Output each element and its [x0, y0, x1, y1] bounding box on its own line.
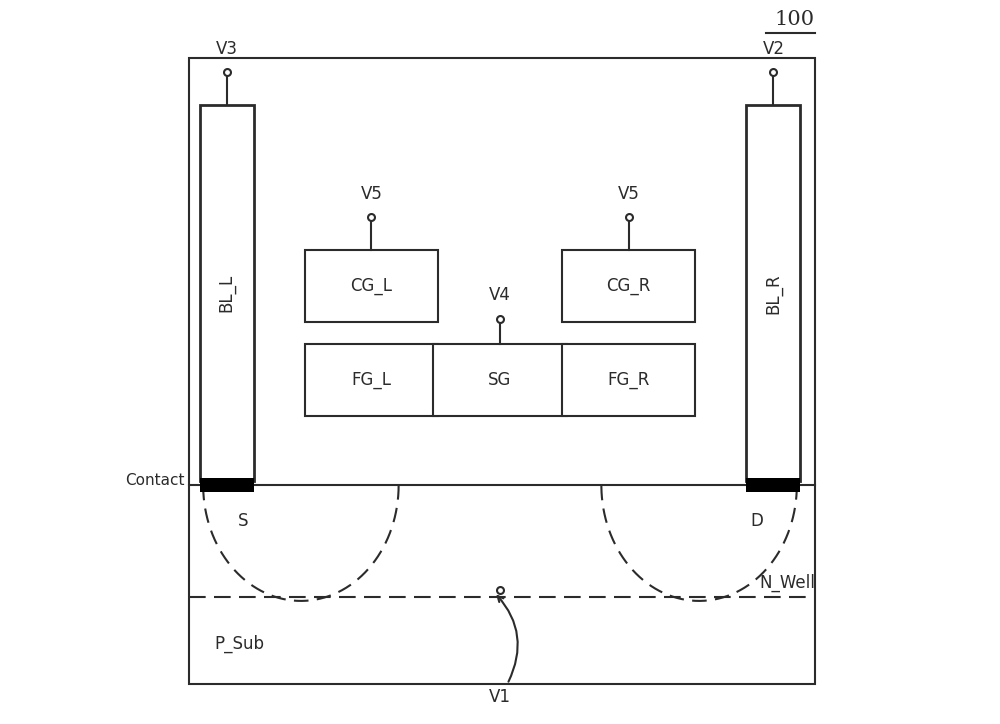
- Bar: [433, 344, 567, 416]
- Text: V2: V2: [762, 40, 784, 58]
- Text: V5: V5: [361, 185, 383, 203]
- Bar: [746, 478, 800, 492]
- Text: S: S: [238, 513, 248, 530]
- Text: BL_R: BL_R: [764, 273, 782, 313]
- Text: BL_L: BL_L: [218, 274, 236, 312]
- Bar: [189, 58, 815, 684]
- Text: FG_L: FG_L: [351, 371, 391, 389]
- Bar: [562, 344, 695, 416]
- Text: P_Sub: P_Sub: [214, 635, 264, 654]
- Text: 100: 100: [775, 10, 815, 29]
- Text: Contact: Contact: [126, 473, 185, 487]
- Text: CG_R: CG_R: [606, 277, 651, 295]
- Text: FG_R: FG_R: [607, 371, 650, 389]
- Text: V5: V5: [618, 185, 640, 203]
- Text: V3: V3: [216, 40, 238, 58]
- Bar: [200, 478, 254, 492]
- Text: V4: V4: [489, 286, 511, 304]
- Text: D: D: [751, 513, 763, 530]
- Text: N_Well: N_Well: [759, 573, 815, 592]
- Bar: [200, 105, 254, 481]
- Bar: [562, 250, 695, 322]
- Bar: [746, 105, 800, 481]
- Text: V1: V1: [489, 688, 511, 706]
- Bar: [305, 250, 438, 322]
- Text: SG: SG: [488, 371, 512, 389]
- Text: CG_L: CG_L: [350, 277, 392, 295]
- Bar: [305, 344, 438, 416]
